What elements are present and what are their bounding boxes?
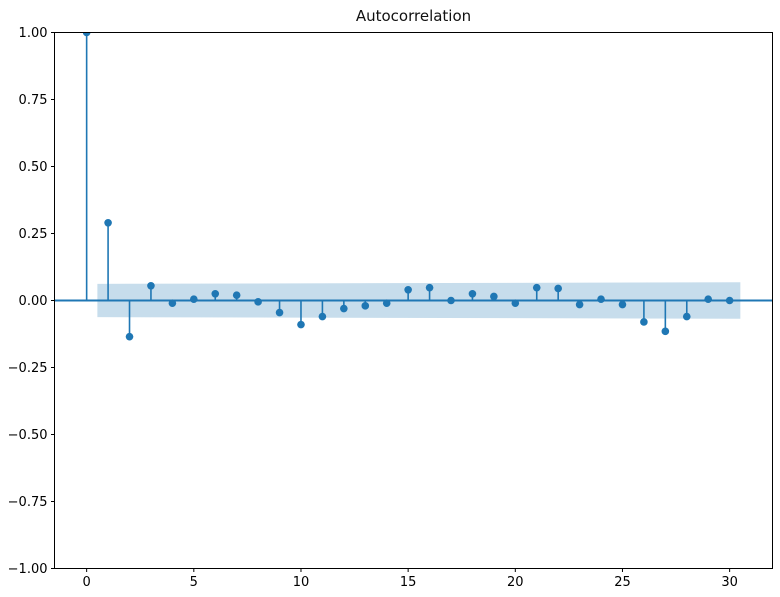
marker-lag-28 [682,312,691,321]
marker-lag-2 [125,332,134,341]
x-tick-label-10: 10 [293,575,310,590]
marker-lag-10 [297,320,305,329]
y-tick-label-5: −0.25 [8,361,48,376]
marker-lag-22 [554,284,562,293]
y-tick-label-4: 0.00 [19,294,48,309]
x-tick-label-20: 20 [507,575,524,590]
marker-lag-9 [275,308,284,317]
marker-lag-13 [361,302,370,310]
x-tick-label-5: 5 [190,575,198,590]
marker-lag-0 [82,32,91,37]
marker-lag-14 [382,299,391,307]
marker-lag-26 [640,318,648,326]
marker-lag-19 [490,292,498,301]
marker-lag-27 [661,327,670,336]
marker-lag-30 [725,296,734,305]
x-tick-label-15: 15 [400,575,417,590]
marker-lag-18 [468,290,477,298]
y-tick-label-7: −0.75 [8,495,48,510]
marker-lag-4 [168,299,177,307]
plot-data-group [54,32,773,341]
marker-lag-6 [211,290,220,298]
marker-lag-5 [190,295,198,303]
y-tick-label-2: 0.50 [19,160,48,175]
marker-lag-25 [618,300,627,309]
marker-lag-11 [318,312,327,321]
x-tick-label-0: 0 [83,575,91,590]
marker-lag-29 [704,295,713,303]
x-tick-label-25: 25 [614,575,631,590]
marker-lag-20 [511,299,520,307]
marker-lag-21 [532,283,541,292]
marker-lag-23 [575,300,584,309]
chart-title: Autocorrelation [355,7,472,25]
marker-lag-17 [447,296,455,305]
marker-lag-16 [425,283,434,292]
marker-lag-8 [254,298,262,306]
y-tick-label-6: −0.50 [8,428,48,443]
y-tick-label-0: 1.00 [19,26,48,41]
x-tick-label-30: 30 [721,575,738,590]
marker-lag-3 [147,281,155,290]
marker-lag-1 [104,218,112,227]
marker-lag-7 [232,291,241,299]
y-tick-label-3: 0.25 [19,227,48,242]
marker-lag-24 [597,295,605,303]
marker-lag-15 [404,285,412,294]
y-tick-label-8: −1.00 [8,562,48,577]
marker-lag-12 [340,304,348,313]
y-tick-label-1: 0.75 [19,93,48,108]
